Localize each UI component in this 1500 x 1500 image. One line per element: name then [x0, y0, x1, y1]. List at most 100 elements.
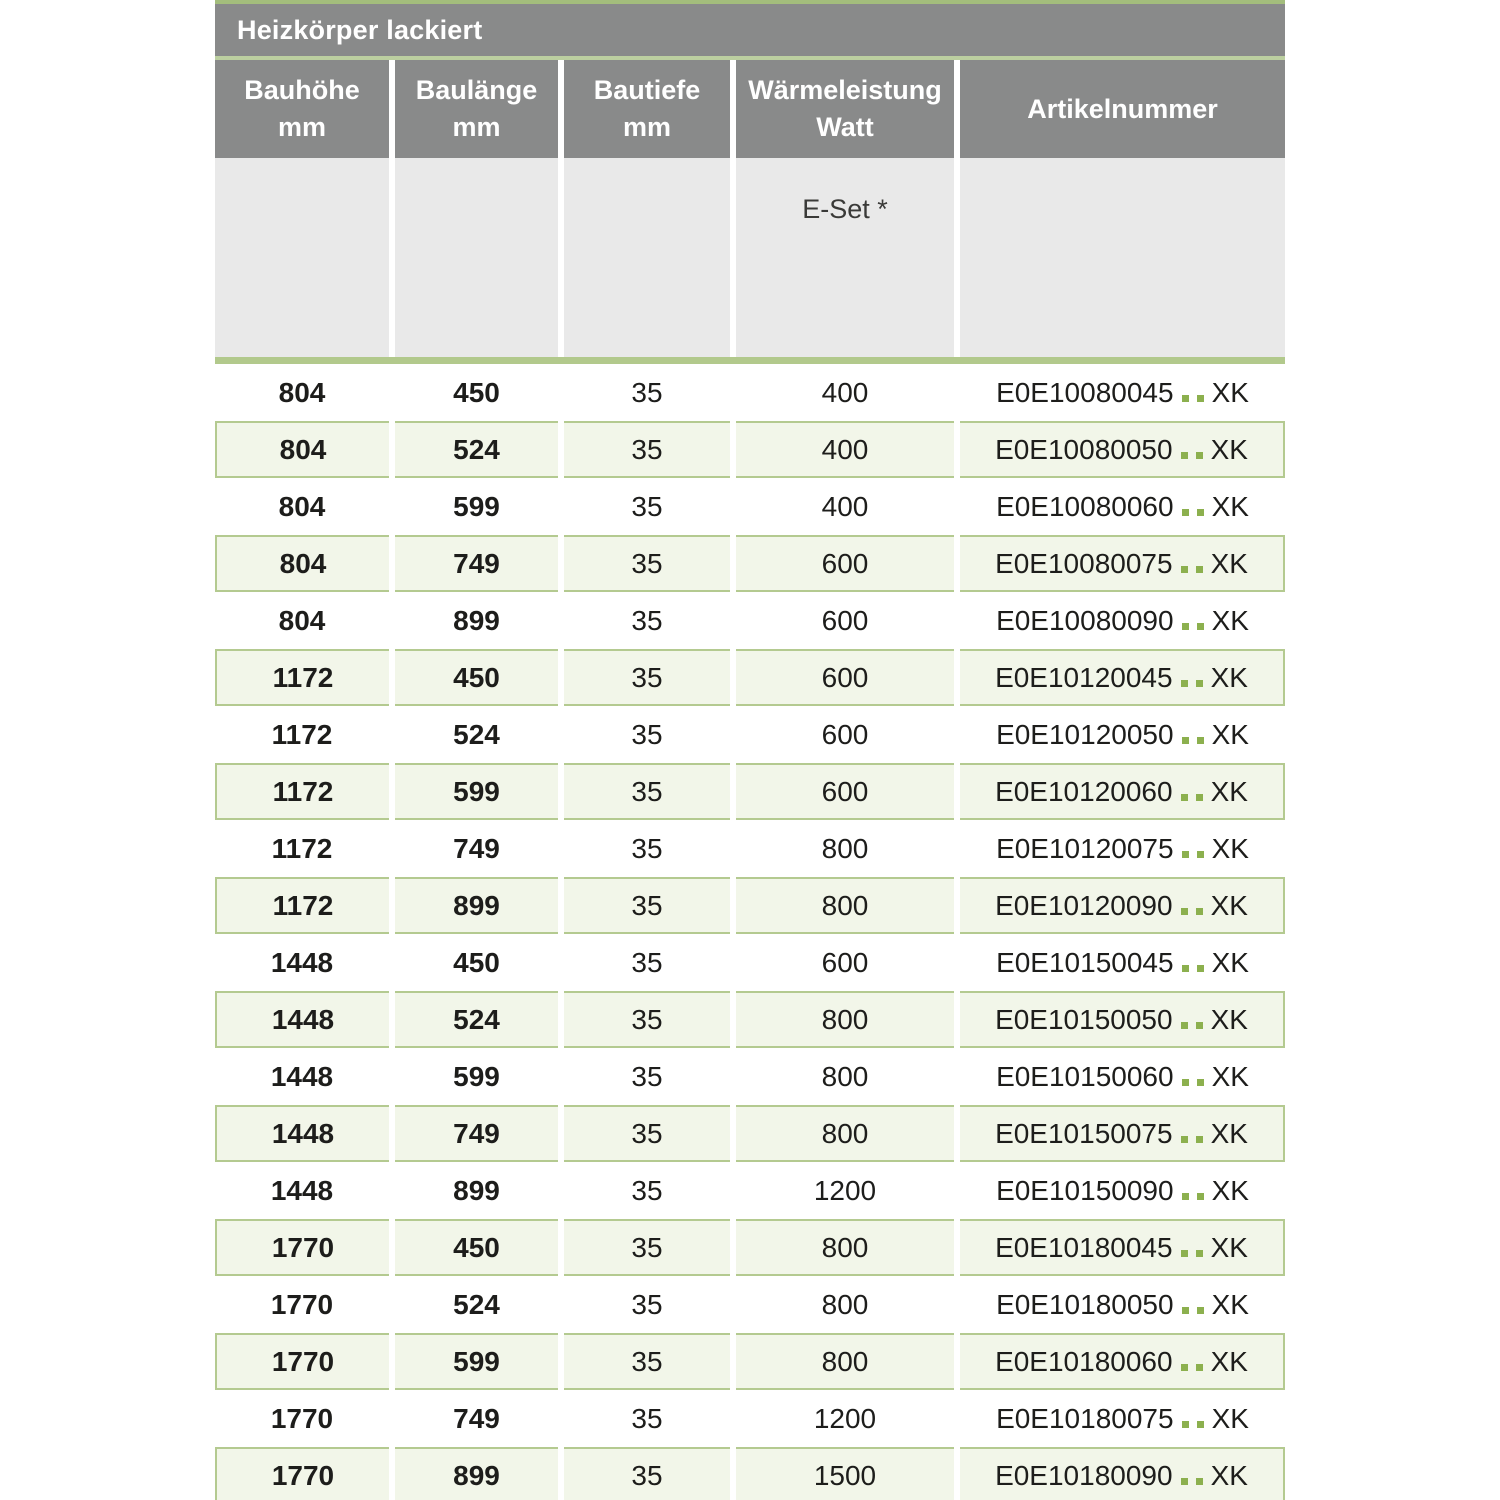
table-row: 1770 450 35 800 E0E10180045 XK: [215, 1219, 1285, 1276]
artikelnummer-text: E0E10080045 XK: [996, 376, 1249, 409]
cell-bautiefe: 35: [564, 763, 730, 820]
column-label: Baulänge: [415, 75, 538, 105]
color-code-dots: [1178, 1403, 1208, 1435]
cell-waermeleistung: 400: [821, 490, 869, 522]
cell-baulaenge: 524: [395, 421, 558, 478]
cell-baulaenge: 450: [395, 1219, 558, 1276]
cell-waermeleistung: 1500: [736, 1447, 954, 1500]
cell-bautiefe: 35: [564, 1105, 730, 1162]
table-row: 1448 524 35 800 E0E10150050 XK: [215, 991, 1285, 1048]
cell-waermeleistung: 800: [736, 1105, 954, 1162]
cell-bautiefe: 35: [631, 718, 663, 750]
color-code-dots: [1177, 1460, 1207, 1492]
cell-bauhoehe: 1448: [270, 1174, 334, 1206]
artikelnummer-text: E0E10180045 XK: [995, 1231, 1248, 1263]
column-header-baulaenge: Baulänge mm: [395, 60, 558, 158]
color-code-dots: [1178, 377, 1208, 409]
table-row: 804 524 35 400 E0E10080050 XK: [215, 421, 1285, 478]
cell-artikelnummer: E0E10120060 XK: [960, 763, 1285, 820]
cell-bautiefe: 35: [631, 376, 663, 408]
color-code-dots: [1177, 1346, 1207, 1378]
cell-bauhoehe: 1448: [270, 1060, 334, 1092]
cell-baulaenge: 749: [453, 1402, 500, 1434]
cell-artikelnummer: E0E10120045 XK: [960, 649, 1285, 706]
subheader-cell-bauhoehe: [215, 158, 389, 357]
cell-baulaenge: 450: [395, 649, 558, 706]
cell-baulaenge: 899: [453, 604, 500, 636]
artikelnummer-text: E0E10180075 XK: [996, 1402, 1249, 1435]
subheader-cell-bautiefe: [564, 158, 730, 357]
cell-baulaenge: 450: [453, 376, 500, 408]
subheader-cell-artikelnummer: [960, 158, 1285, 357]
column-header-bauhoehe: Bauhöhe mm: [215, 60, 389, 158]
table-row: 804 749 35 600 E0E10080075 XK: [215, 535, 1285, 592]
artikelnummer-text: E0E10180090 XK: [995, 1459, 1248, 1492]
artikelnummer-text: E0E10150090 XK: [996, 1174, 1249, 1207]
cell-waermeleistung: 800: [736, 877, 954, 934]
cell-artikelnummer: E0E10120090 XK: [960, 877, 1285, 934]
cell-bautiefe: 35: [631, 1402, 663, 1434]
cell-waermeleistung: 400: [736, 421, 954, 478]
cell-artikelnummer: E0E10150060 XK: [960, 1048, 1285, 1105]
column-label: Bauhöhe: [244, 75, 360, 105]
artikelnummer-text: E0E10120045 XK: [995, 661, 1248, 693]
table-title-bar: Heizkörper lackiert: [215, 4, 1285, 56]
cell-baulaenge: 599: [395, 1333, 558, 1390]
cell-baulaenge: 749: [395, 535, 558, 592]
color-code-dots: [1178, 833, 1208, 865]
color-code-dots: [1177, 1118, 1207, 1150]
cell-baulaenge: 599: [453, 490, 500, 522]
table-row: 1770 524 35 800 E0E10180050 XK: [215, 1276, 1285, 1333]
cell-waermeleistung: 600: [736, 649, 954, 706]
cell-waermeleistung: 800: [736, 991, 954, 1048]
subheader-cell-eset: E-Set *: [736, 158, 954, 357]
color-code-dots: [1177, 890, 1207, 922]
cell-baulaenge: 899: [395, 1447, 558, 1500]
table-row: 1770 749 35 1200 E0E10180075 XK: [215, 1390, 1285, 1447]
cell-artikelnummer: E0E10080060 XK: [960, 478, 1285, 535]
artikelnummer-text: E0E10180060 XK: [995, 1345, 1248, 1378]
cell-artikelnummer: E0E10150090 XK: [960, 1162, 1285, 1219]
cell-bauhoehe: 1448: [215, 991, 389, 1048]
color-code-dots: [1178, 1289, 1208, 1321]
cell-artikelnummer: E0E10080050 XK: [960, 421, 1285, 478]
cell-waermeleistung: 600: [821, 946, 869, 978]
color-code-dots: [1177, 1004, 1207, 1036]
cell-artikelnummer: E0E10120075 XK: [960, 820, 1285, 877]
color-code-dots: [1178, 491, 1208, 523]
cell-baulaenge: 749: [395, 1105, 558, 1162]
cell-bauhoehe: 804: [215, 421, 389, 478]
cell-waermeleistung: 600: [821, 718, 869, 750]
cell-waermeleistung: 600: [736, 763, 954, 820]
table-row: 1448 749 35 800 E0E10150075 XK: [215, 1105, 1285, 1162]
cell-waermeleistung: 600: [736, 535, 954, 592]
column-label: Bautiefe: [593, 75, 701, 105]
cell-bauhoehe: 1172: [271, 832, 333, 864]
cell-bautiefe: 35: [564, 649, 730, 706]
color-code-dots: [1177, 434, 1207, 466]
cell-bautiefe: 35: [564, 877, 730, 934]
artikelnummer-text: E0E10080060 XK: [996, 490, 1249, 523]
cell-bautiefe: 35: [564, 421, 730, 478]
cell-bautiefe: 35: [631, 604, 663, 636]
cell-waermeleistung: 400: [821, 376, 869, 408]
column-label: Artikelnummer: [1027, 93, 1218, 124]
cell-bauhoehe: 804: [215, 535, 389, 592]
cell-baulaenge: 599: [395, 763, 558, 820]
column-header-row: Bauhöhe mm Baulänge mm Bautiefe mm Wärme…: [215, 60, 1285, 158]
cell-baulaenge: 899: [453, 1174, 500, 1206]
artikelnummer-text: E0E10120090 XK: [995, 889, 1248, 922]
column-label: Wärmeleistung: [748, 75, 942, 105]
cell-waermeleistung: 800: [736, 1333, 954, 1390]
cell-bauhoehe: 804: [278, 376, 326, 408]
column-unit: Watt: [816, 112, 874, 142]
column-header-bautiefe: Bautiefe mm: [564, 60, 730, 158]
cell-bauhoehe: 1770: [270, 1288, 334, 1320]
artikelnummer-text: E0E10150045 XK: [996, 946, 1249, 979]
body-separator-green-line: [215, 357, 1285, 364]
color-code-dots: [1178, 947, 1208, 979]
subheader-row: E-Set *: [215, 158, 1285, 357]
cell-bautiefe: 35: [564, 1447, 730, 1500]
color-code-dots: [1178, 1175, 1208, 1207]
cell-bauhoehe: 804: [278, 604, 326, 636]
